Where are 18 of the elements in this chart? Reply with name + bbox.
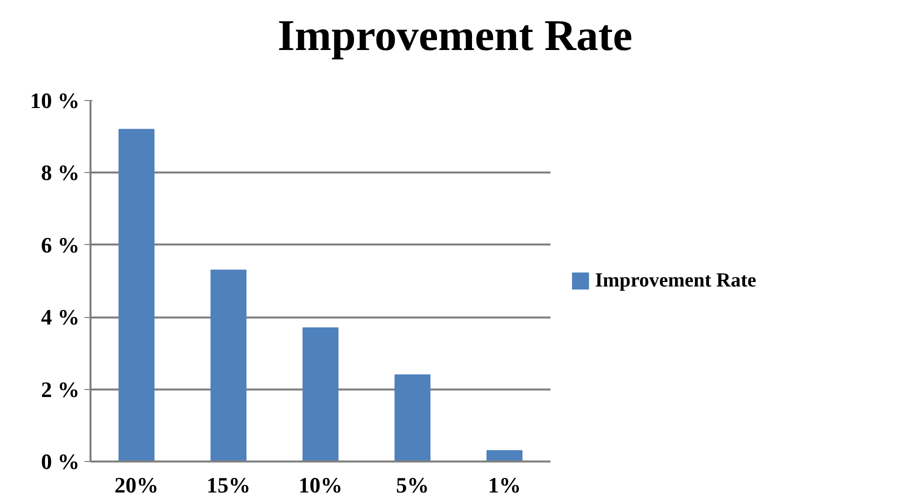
bar — [302, 327, 338, 462]
y-tick-label: 8 % — [41, 160, 80, 186]
y-tick-label: 10 % — [30, 88, 80, 113]
x-tick-label: 1% — [488, 472, 521, 498]
bar — [210, 270, 246, 462]
x-tick-label: 10% — [298, 472, 342, 498]
x-tick-label: 15% — [206, 472, 250, 498]
x-tick-label: 20% — [114, 472, 158, 498]
y-tick-label: 2 % — [41, 376, 80, 402]
y-tick-label: 4 % — [41, 304, 80, 330]
x-tick-label: 5% — [396, 472, 429, 498]
legend-label: Improvement Rate — [595, 269, 756, 292]
chart-title: Improvement Rate — [278, 10, 632, 62]
bar — [486, 450, 522, 462]
y-tick-label: 6 % — [41, 232, 80, 258]
bar — [118, 128, 154, 462]
bar — [394, 374, 430, 462]
y-tick-label: 0 % — [41, 449, 80, 474]
